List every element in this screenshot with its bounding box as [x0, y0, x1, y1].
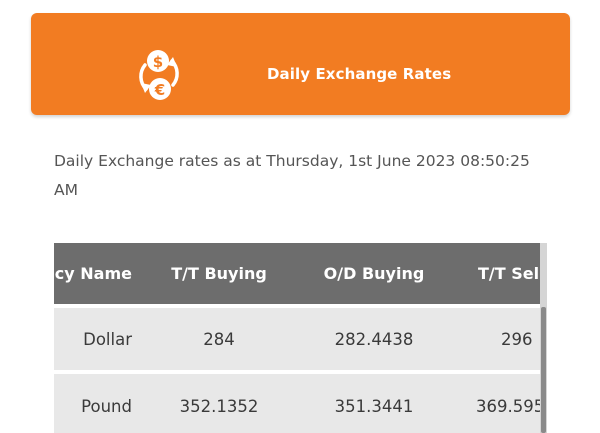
od-buying-cell: 282.4438: [304, 304, 444, 372]
rates-timestamp: Daily Exchange rates as at Thursday, 1st…: [54, 152, 530, 199]
exchange-rates-table: cy Name T/T Buying O/D Buying T/T Sellin…: [54, 243, 546, 433]
svg-text:€: €: [154, 81, 165, 99]
page-title: Daily Exchange Rates: [267, 65, 452, 83]
table-header-row: cy Name T/T Buying O/D Buying T/T Sellin: [54, 243, 546, 306]
currency-name-cell: Pound: [54, 370, 134, 433]
column-header-od-buying: O/D Buying: [304, 243, 444, 306]
column-header-tt-buying: T/T Buying: [134, 243, 304, 306]
tt-selling-cell: 296: [444, 304, 546, 372]
header-banner: $ € Daily Exchange Rates: [31, 13, 570, 115]
table-row: Pound 352.1352 351.3441 369.595: [54, 370, 546, 433]
currency-exchange-icon: $ €: [139, 50, 179, 100]
table-row: Dollar 284 282.4438 296: [54, 304, 546, 372]
rates-table-scroll-area[interactable]: cy Name T/T Buying O/D Buying T/T Sellin…: [54, 243, 546, 433]
tt-selling-cell: 369.595: [444, 370, 546, 433]
od-buying-cell: 351.3441: [304, 370, 444, 433]
svg-text:$: $: [153, 53, 163, 71]
currency-name-cell: Dollar: [54, 304, 134, 372]
table-scrollbar-thumb[interactable]: [541, 307, 546, 433]
tt-buying-cell: 284: [134, 304, 304, 372]
column-header-tt-selling: T/T Sellin: [444, 243, 546, 306]
tt-buying-cell: 352.1352: [134, 370, 304, 433]
column-header-currency-name: cy Name: [54, 243, 134, 306]
